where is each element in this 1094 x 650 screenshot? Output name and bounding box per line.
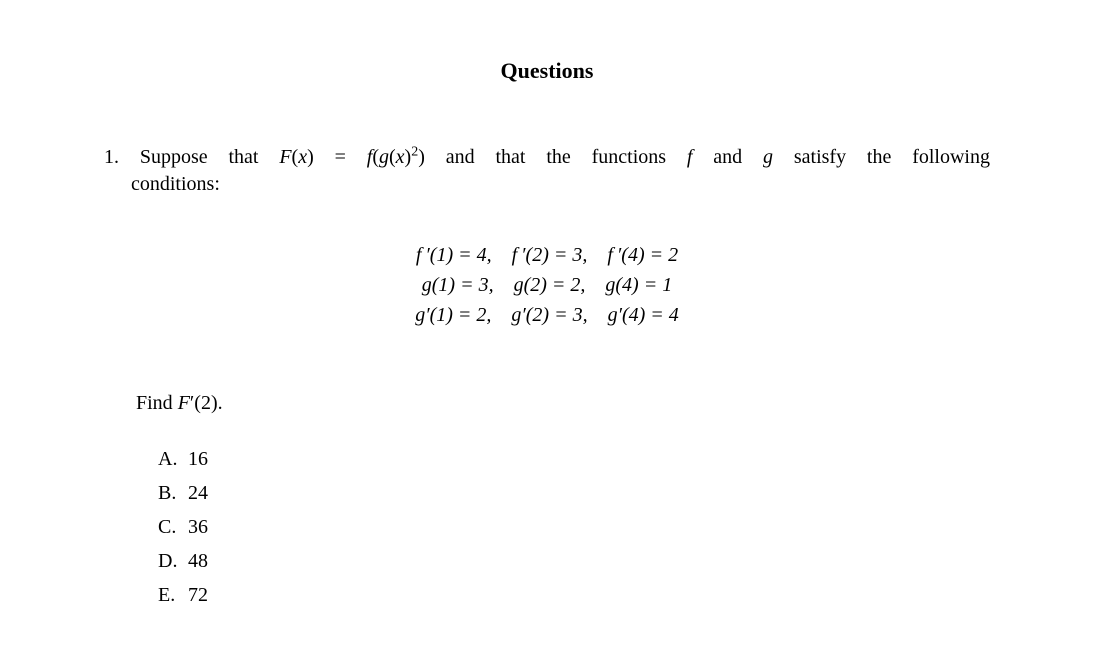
option-c: C. 36 [158, 510, 208, 544]
equation-row-2: g(1) = 3, g(2) = 2, g(4) = 1 [0, 270, 1094, 300]
option-b: B. 24 [158, 476, 208, 510]
option-e: E. 72 [158, 578, 208, 612]
equation-row-1: f ′(1) = 4, f ′(2) = 3, f ′(4) = 2 [0, 240, 1094, 270]
equation-row-3: g′(1) = 2, g′(2) = 3, g′(4) = 4 [0, 300, 1094, 330]
option-a: A. 16 [158, 442, 208, 476]
option-d: D. 48 [158, 544, 208, 578]
problem-statement: 1. Suppose that F(x) = f(g(x)2) and that… [104, 144, 990, 198]
conditions-equations: f ′(1) = 4, f ′(2) = 3, f ′(4) = 2 g(1) … [0, 240, 1094, 330]
find-prompt: Find F′(2). [136, 392, 223, 415]
section-heading: Questions [0, 58, 1094, 84]
answer-options: A. 16 B. 24 C. 36 D. 48 E. 72 [158, 442, 208, 612]
